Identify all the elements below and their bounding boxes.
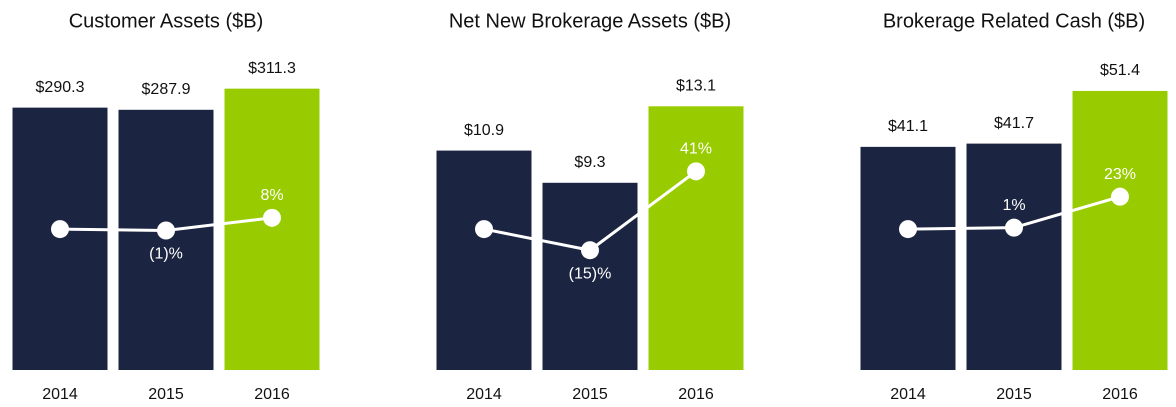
x-tick-label: 2015 <box>996 386 1032 403</box>
growth-label: (15)% <box>569 265 612 282</box>
growth-point <box>687 162 705 181</box>
value-label: $9.3 <box>574 154 605 171</box>
bar <box>966 143 1062 370</box>
growth-label: 23% <box>1104 166 1136 183</box>
bar <box>860 146 956 370</box>
bar <box>1072 90 1168 370</box>
bar <box>224 88 320 370</box>
chart-title: Brokerage Related Cash ($B) <box>883 10 1145 32</box>
value-label: $51.4 <box>1100 62 1140 79</box>
chart-title: Net New Brokerage Assets ($B) <box>449 10 731 32</box>
x-tick-label: 2016 <box>678 386 714 403</box>
growth-label: 41% <box>680 141 712 158</box>
bar <box>12 107 108 371</box>
growth-point <box>581 241 599 260</box>
growth-point <box>1005 218 1023 237</box>
value-label: $10.9 <box>464 122 504 139</box>
growth-point <box>157 221 175 240</box>
value-label: $13.1 <box>676 78 716 95</box>
growth-label: 8% <box>260 187 283 204</box>
value-label: $287.9 <box>142 81 191 98</box>
x-tick-label: 2014 <box>466 386 502 403</box>
growth-point <box>263 208 281 227</box>
growth-label: (1)% <box>149 246 183 263</box>
value-label: $41.7 <box>994 115 1034 132</box>
value-label: $290.3 <box>36 79 85 96</box>
x-tick-label: 2014 <box>890 386 926 403</box>
bar <box>648 106 744 370</box>
x-tick-label: 2014 <box>42 386 78 403</box>
x-tick-label: 2016 <box>254 386 290 403</box>
value-label: $311.3 <box>248 60 296 77</box>
x-tick-label: 2015 <box>572 386 608 403</box>
growth-label: 1% <box>1002 197 1025 214</box>
value-label: $41.1 <box>888 118 928 135</box>
bar <box>436 150 532 370</box>
bar <box>118 109 214 371</box>
x-tick-label: 2016 <box>1102 386 1138 403</box>
growth-point <box>899 220 917 239</box>
growth-point <box>51 220 69 239</box>
growth-point <box>1111 187 1129 206</box>
growth-point <box>475 220 493 239</box>
bar <box>542 182 638 370</box>
chart-title: Customer Assets ($B) <box>69 10 264 32</box>
x-tick-label: 2015 <box>148 386 184 403</box>
